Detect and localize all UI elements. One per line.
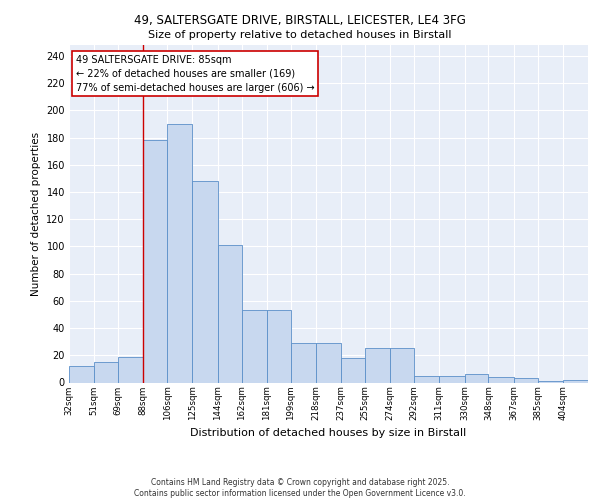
Text: Contains HM Land Registry data © Crown copyright and database right 2025.
Contai: Contains HM Land Registry data © Crown c… [134,478,466,498]
Bar [316,343,341,382]
Bar [563,380,588,382]
X-axis label: Distribution of detached houses by size in Birstall: Distribution of detached houses by size … [190,428,467,438]
Bar [94,362,118,382]
Bar [488,377,514,382]
Bar [193,181,218,382]
Bar [167,124,193,382]
Bar [218,245,242,382]
Bar [69,366,94,382]
Bar [118,356,143,382]
Bar [414,376,439,382]
Bar [439,376,464,382]
Bar [267,310,290,382]
Bar [290,343,316,382]
Bar [464,374,488,382]
Y-axis label: Number of detached properties: Number of detached properties [31,132,41,296]
Bar [341,358,365,382]
Text: Size of property relative to detached houses in Birstall: Size of property relative to detached ho… [148,30,452,40]
Text: 49 SALTERSGATE DRIVE: 85sqm
← 22% of detached houses are smaller (169)
77% of se: 49 SALTERSGATE DRIVE: 85sqm ← 22% of det… [76,54,314,92]
Bar [365,348,390,382]
Bar [538,381,563,382]
Bar [390,348,414,382]
Bar [514,378,538,382]
Bar [242,310,267,382]
Bar [143,140,167,382]
Text: 49, SALTERSGATE DRIVE, BIRSTALL, LEICESTER, LE4 3FG: 49, SALTERSGATE DRIVE, BIRSTALL, LEICEST… [134,14,466,27]
